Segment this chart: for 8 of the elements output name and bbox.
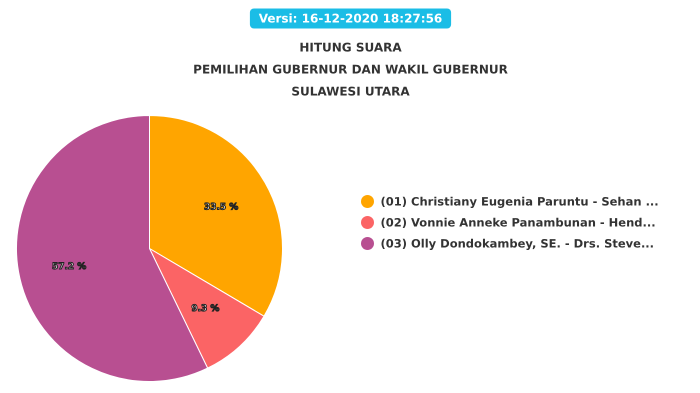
chart-title: HITUNG SUARA PEMILIHAN GUBERNUR DAN WAKIL GUBERNUR SULAWESI UTARA (193, 40, 508, 98)
legend-label: (01) Christiany Eugenia Paruntu - Sehan ... (380, 194, 659, 208)
text: Versi: 16-12-2020 18:27:56 (258, 12, 442, 26)
data-label: 9.3 % (191, 304, 220, 314)
legend-label: (03) Olly Dondokambey, SE. - Drs. Steve... (380, 236, 654, 250)
data-label: 33.5 % (204, 202, 238, 213)
legend-label: (02) Vonnie Anneke Panambunan - Hend... (380, 216, 656, 230)
data-label: 57.2 % (52, 262, 86, 272)
